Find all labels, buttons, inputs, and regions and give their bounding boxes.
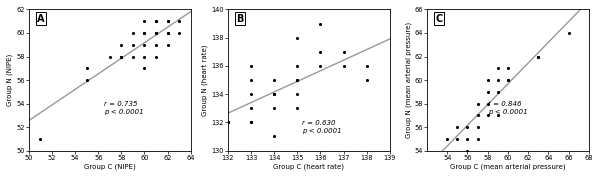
Point [533, 55, 543, 58]
X-axis label: Group C (mean arterial pressure): Group C (mean arterial pressure) [450, 164, 566, 170]
Point [246, 121, 256, 124]
Point [140, 32, 149, 34]
Point [503, 79, 513, 81]
Point [362, 79, 371, 81]
Point [175, 20, 184, 23]
Point [151, 32, 161, 34]
Point [463, 149, 472, 152]
Point [246, 93, 256, 96]
Point [246, 107, 256, 110]
Point [483, 102, 493, 105]
Point [463, 137, 472, 140]
Point [151, 32, 161, 34]
Point [473, 137, 482, 140]
Point [116, 55, 126, 58]
Point [564, 32, 574, 34]
Point [483, 114, 493, 117]
Point [493, 114, 503, 117]
Point [163, 20, 172, 23]
Point [269, 93, 279, 96]
Point [292, 79, 302, 81]
Point [163, 43, 172, 46]
Point [292, 36, 302, 39]
Point [163, 32, 172, 34]
Text: r = 0.630
p < 0.0001: r = 0.630 p < 0.0001 [302, 120, 341, 134]
X-axis label: Group C (heart rate): Group C (heart rate) [274, 164, 344, 170]
Point [151, 20, 161, 23]
Point [140, 43, 149, 46]
Point [339, 50, 349, 53]
Text: A: A [37, 14, 44, 24]
Point [292, 79, 302, 81]
Point [151, 43, 161, 46]
Point [163, 20, 172, 23]
Point [116, 55, 126, 58]
Point [269, 107, 279, 110]
Point [269, 93, 279, 96]
Point [223, 121, 233, 124]
Point [503, 67, 513, 70]
Point [140, 67, 149, 70]
Point [35, 137, 45, 140]
Text: B: B [236, 14, 244, 24]
Point [503, 79, 513, 81]
Point [246, 64, 256, 67]
Point [316, 64, 325, 67]
Point [163, 32, 172, 34]
Point [493, 79, 503, 81]
Point [151, 20, 161, 23]
Point [246, 79, 256, 81]
Point [463, 126, 472, 129]
Point [362, 64, 371, 67]
Point [292, 93, 302, 96]
Point [292, 107, 302, 110]
Point [128, 43, 138, 46]
Point [140, 32, 149, 34]
Point [105, 55, 115, 58]
Point [316, 22, 325, 25]
Point [493, 90, 503, 93]
Point [82, 67, 91, 70]
Y-axis label: Group N (heart rate): Group N (heart rate) [202, 44, 208, 116]
Point [339, 64, 349, 67]
Point [316, 50, 325, 53]
Point [128, 55, 138, 58]
Point [223, 121, 233, 124]
Point [493, 67, 503, 70]
Point [151, 55, 161, 58]
Point [246, 121, 256, 124]
Point [483, 79, 493, 81]
Point [269, 135, 279, 138]
Point [533, 55, 543, 58]
Point [175, 32, 184, 34]
X-axis label: Group C (NIPE): Group C (NIPE) [84, 164, 136, 170]
Point [473, 102, 482, 105]
Text: r = 0.735
p < 0.0001: r = 0.735 p < 0.0001 [104, 101, 143, 115]
Text: C: C [435, 14, 442, 24]
Y-axis label: Group N (NIPE): Group N (NIPE) [7, 54, 13, 106]
Point [140, 20, 149, 23]
Point [452, 137, 462, 140]
Point [128, 32, 138, 34]
Text: r = 0.846
p < 0.0001: r = 0.846 p < 0.0001 [488, 101, 527, 115]
Point [140, 55, 149, 58]
Point [473, 126, 482, 129]
Point [483, 90, 493, 93]
Y-axis label: Group N (mean arterial pressure): Group N (mean arterial pressure) [405, 22, 412, 138]
Point [442, 137, 452, 140]
Point [82, 79, 91, 81]
Point [292, 64, 302, 67]
Point [269, 79, 279, 81]
Point [452, 126, 462, 129]
Point [473, 114, 482, 117]
Point [116, 43, 126, 46]
